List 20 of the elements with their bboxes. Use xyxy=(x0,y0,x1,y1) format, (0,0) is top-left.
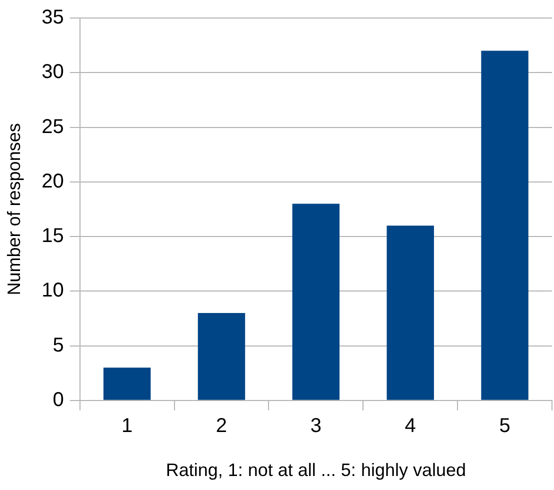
y-tick-label: 25 xyxy=(42,116,64,138)
y-tick-label: 35 xyxy=(42,6,64,29)
x-tick-label: 4 xyxy=(404,414,416,437)
bar xyxy=(386,226,434,400)
x-tick-label: 5 xyxy=(499,414,510,437)
bar xyxy=(292,204,340,400)
y-axis-title: Number of responses xyxy=(4,123,24,296)
y-tick-label: 10 xyxy=(42,280,64,302)
x-axis-title: Rating, 1: not at all ... 5: highly valued xyxy=(166,460,466,480)
y-tick-label: 5 xyxy=(52,334,64,356)
y-tick-label: 20 xyxy=(42,170,64,192)
y-tick-label: 30 xyxy=(42,61,64,84)
bar xyxy=(198,312,246,400)
bar xyxy=(481,50,528,400)
y-tick-label: 0 xyxy=(52,388,64,411)
y-tick-label: 15 xyxy=(42,225,64,248)
x-tick-label: 2 xyxy=(216,414,228,437)
x-tick-label: 3 xyxy=(310,414,322,437)
x-tick-label: 1 xyxy=(122,414,133,437)
bar xyxy=(103,368,151,400)
